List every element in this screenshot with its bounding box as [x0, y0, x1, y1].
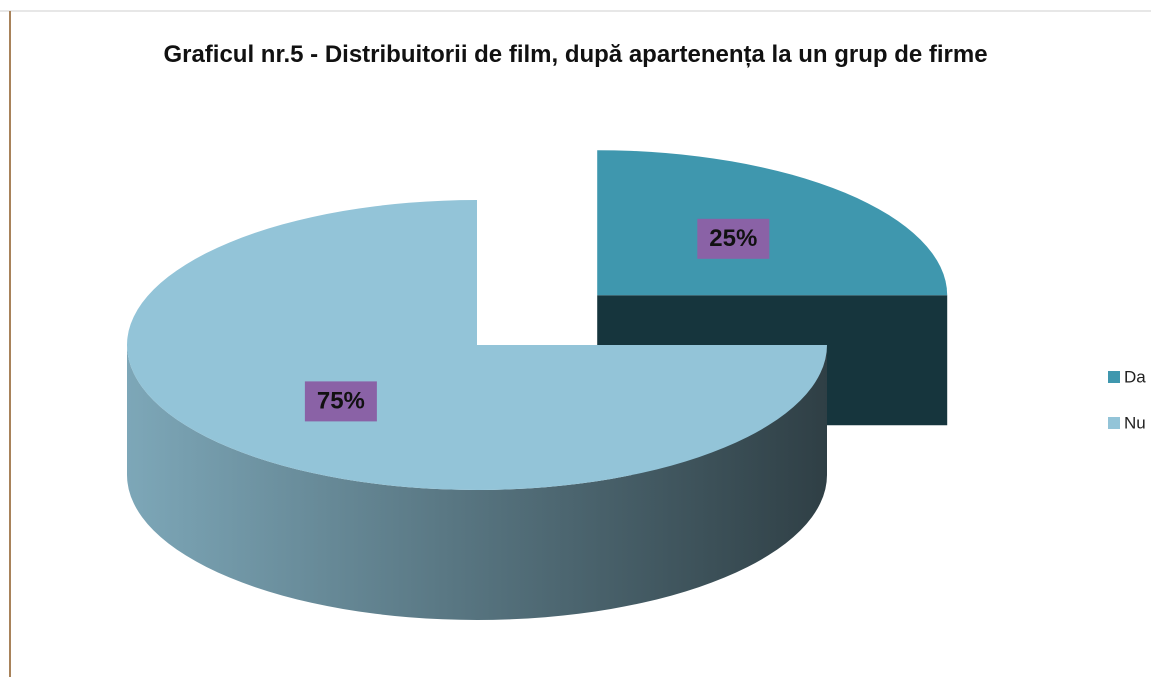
slice — [127, 200, 827, 620]
slice-top — [597, 150, 948, 296]
value-label: 75% — [317, 388, 365, 415]
legend-label: Da — [1124, 367, 1146, 386]
chart-title: Graficul nr.5 - Distribuitorii de film, … — [163, 41, 988, 68]
value-label-box — [304, 381, 377, 422]
legend-swatch — [1108, 371, 1120, 383]
slice-side — [127, 345, 827, 620]
legend-label: Nu — [1124, 413, 1146, 432]
legend-swatch — [1108, 417, 1120, 429]
value-label-box — [697, 218, 770, 259]
value-label: 25% — [709, 225, 757, 252]
slice-top — [127, 200, 827, 490]
